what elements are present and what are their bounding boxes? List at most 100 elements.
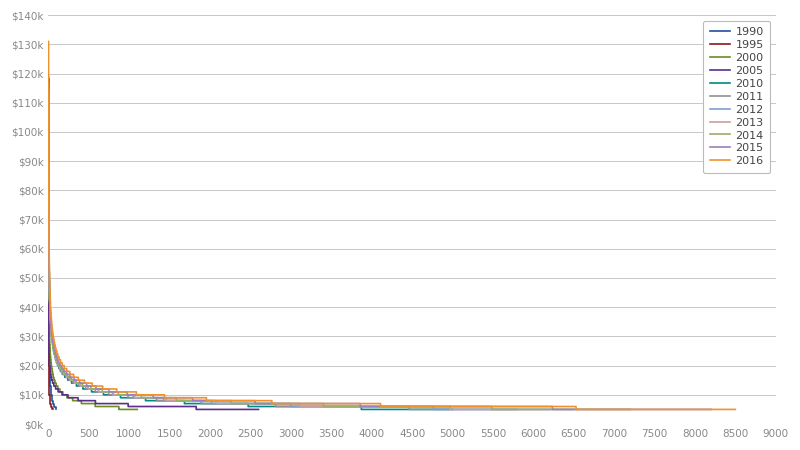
2000 [133,407,142,412]
2016 [111,386,121,391]
2014 [487,407,497,412]
2014 [594,407,603,412]
2010 [198,401,208,406]
2016 [571,407,581,412]
2016 [200,395,210,400]
1990 [46,383,55,389]
1990 [51,407,61,412]
2012 [204,398,214,403]
2012 [412,404,422,409]
2010 [117,395,126,400]
2000 [66,395,76,400]
2011 [512,407,522,412]
2011 [317,404,326,409]
Line: 2011: 2011 [49,88,517,410]
2011 [395,404,405,409]
2013 [298,404,308,409]
2000 [48,372,58,377]
Line: 2000: 2000 [49,170,138,410]
2015 [44,86,54,91]
1990 [48,398,58,403]
2014 [486,404,495,409]
2015 [682,407,692,412]
2012 [429,407,438,412]
Line: 2014: 2014 [49,97,630,410]
1995 [47,407,57,412]
2005 [90,398,100,403]
2005 [207,407,217,412]
2012 [162,398,172,403]
2000 [81,401,90,406]
2016 [618,407,628,412]
Line: 2016: 2016 [49,41,735,410]
2013 [512,407,522,412]
2015 [227,398,237,403]
2010 [44,74,54,79]
1990 [50,407,60,412]
2015 [706,407,716,412]
2005 [191,407,201,412]
2005 [73,395,82,400]
Line: 2005: 2005 [49,302,258,410]
1995 [44,383,54,389]
2011 [44,86,54,91]
2010 [286,404,295,409]
2005 [211,407,221,412]
2015 [547,407,557,412]
Line: 2010: 2010 [49,76,453,410]
2005 [182,404,191,409]
2011 [404,407,414,412]
Line: 1995: 1995 [49,337,53,410]
1990 [51,407,61,412]
2012 [545,407,554,412]
2013 [211,398,221,403]
2013 [446,407,455,412]
2013 [569,407,578,412]
2011 [422,407,432,412]
2012 [44,80,54,85]
2000 [129,407,138,412]
2016 [608,407,618,412]
2011 [494,407,504,412]
2010 [357,407,366,412]
1995 [45,395,54,400]
2005 [55,389,65,395]
1990 [52,407,62,412]
2000 [44,167,54,173]
1995 [45,392,54,397]
2013 [44,91,54,97]
2014 [626,407,635,412]
2014 [319,404,329,409]
1995 [48,407,58,412]
2012 [54,363,64,368]
2016 [488,404,498,409]
2010 [376,407,386,412]
1995 [48,407,58,412]
2000 [114,407,124,412]
2015 [619,407,629,412]
Line: 2015: 2015 [49,88,711,410]
2011 [174,398,183,403]
2013 [91,386,101,391]
1995 [48,407,58,412]
Legend: 1990, 1995, 2000, 2005, 2010, 2011, 2012, 2013, 2014, 2015, 2016: 1990, 1995, 2000, 2005, 2010, 2011, 2012… [703,21,770,173]
2012 [66,378,75,383]
2014 [242,401,251,406]
1990 [49,401,58,406]
2015 [106,389,115,395]
Line: 2013: 2013 [49,94,574,410]
2014 [44,94,54,99]
2016 [44,39,54,44]
2000 [112,404,122,409]
2005 [44,299,54,304]
2000 [50,380,60,386]
2015 [313,401,322,406]
2010 [345,404,354,409]
2016 [730,407,740,412]
2013 [352,404,362,409]
1990 [46,378,55,383]
2012 [73,380,82,386]
2010 [448,407,458,412]
2011 [194,398,203,403]
2010 [306,404,316,409]
